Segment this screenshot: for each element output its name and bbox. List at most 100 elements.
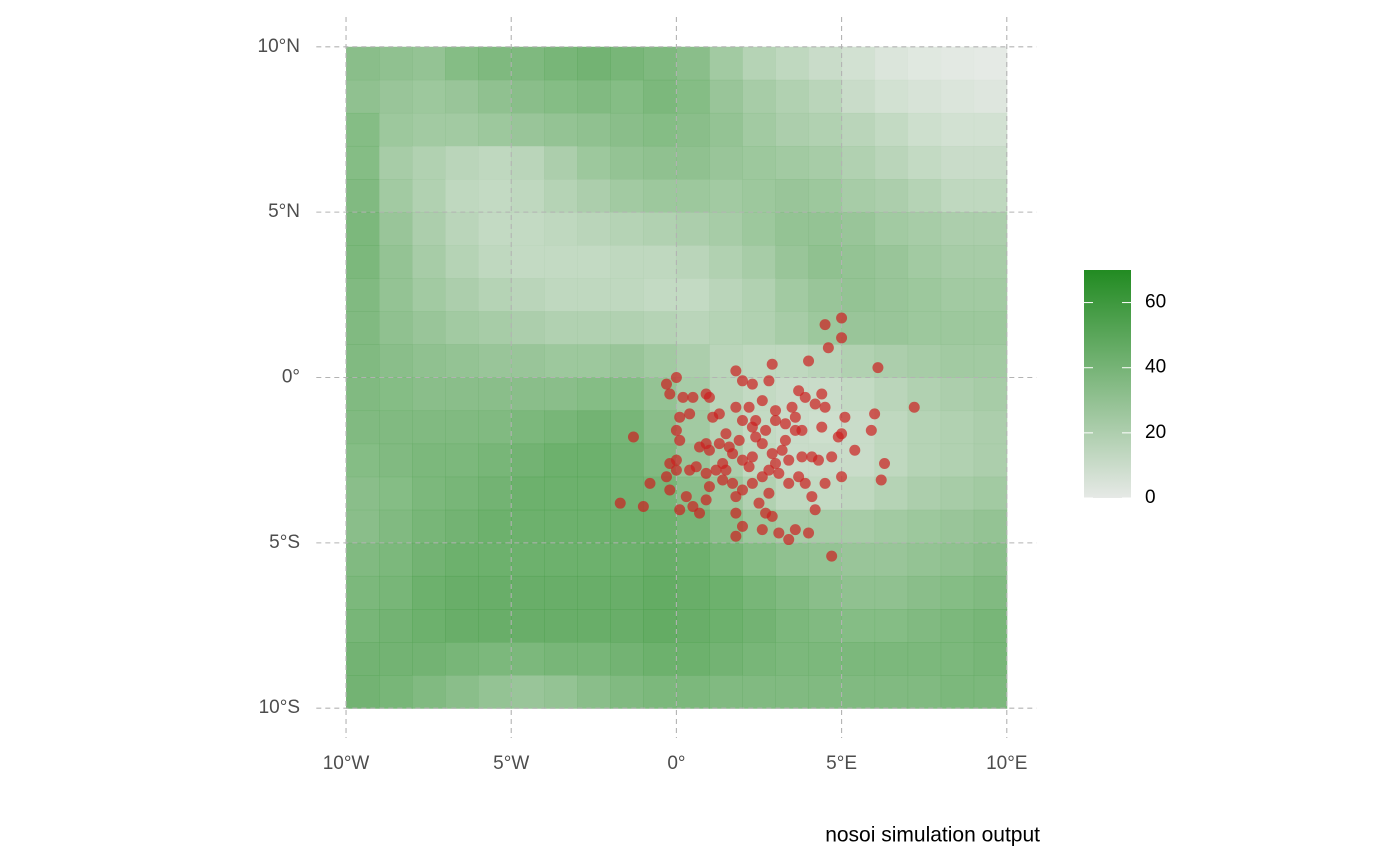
raster-cell xyxy=(676,245,710,279)
raster-cell xyxy=(841,542,876,577)
raster-cell xyxy=(478,443,512,478)
point xyxy=(670,424,682,436)
raster-cell xyxy=(973,344,1008,378)
raster-cell xyxy=(973,476,1008,511)
colorbar-fill xyxy=(1084,270,1131,498)
point xyxy=(703,481,715,493)
raster-cell xyxy=(511,179,545,213)
raster-cell xyxy=(412,46,446,81)
raster-cell xyxy=(907,79,942,114)
raster-cell xyxy=(412,542,446,577)
raster-cell xyxy=(478,46,512,81)
raster-cell xyxy=(577,476,611,511)
point xyxy=(677,391,689,403)
raster-cell xyxy=(808,609,843,643)
raster-cell xyxy=(346,509,380,544)
raster-cell xyxy=(412,642,446,676)
raster-cell xyxy=(445,410,479,445)
axes: 10°W 5°W 0° 5°E 10°E 10°S 5°S 0° 5°N 10°N xyxy=(258,36,1028,774)
raster-cell xyxy=(874,443,909,478)
raster-cell xyxy=(346,609,380,643)
raster-cell xyxy=(676,179,710,213)
raster-cell xyxy=(874,212,909,246)
raster-cell xyxy=(412,245,446,279)
raster-cell xyxy=(346,79,380,114)
point xyxy=(783,534,795,546)
point xyxy=(684,464,696,476)
point xyxy=(770,405,782,417)
raster-cell xyxy=(412,344,446,378)
point xyxy=(746,378,758,390)
raster-cell xyxy=(940,311,975,345)
raster-cell xyxy=(709,179,743,213)
raster-cell xyxy=(511,609,545,643)
raster-cell xyxy=(511,476,545,511)
raster-cell xyxy=(709,542,743,577)
raster-cell xyxy=(379,509,413,544)
raster-cell xyxy=(940,278,975,312)
point xyxy=(816,388,828,400)
point xyxy=(720,428,732,440)
raster-cell xyxy=(676,79,710,114)
raster-cell xyxy=(841,609,876,643)
raster-cell xyxy=(742,642,777,676)
raster-cell xyxy=(808,675,843,709)
points-layer xyxy=(614,312,920,562)
raster-cell xyxy=(775,212,810,246)
raster-cell xyxy=(610,112,644,147)
raster-cell xyxy=(940,46,975,81)
raster-cell xyxy=(940,443,975,478)
x-tick-label: 5°E xyxy=(826,753,857,774)
raster-cell xyxy=(940,145,975,180)
raster-cell xyxy=(643,575,677,610)
raster-cell xyxy=(643,609,677,643)
raster-cell xyxy=(973,79,1008,114)
raster-cell xyxy=(676,46,710,81)
raster-cell xyxy=(940,609,975,643)
raster-cell xyxy=(874,377,909,412)
y-tick-label: 5°N xyxy=(268,201,300,222)
raster-cell xyxy=(940,509,975,544)
raster-cell xyxy=(610,410,644,445)
raster-cell xyxy=(973,311,1008,345)
point xyxy=(703,444,715,456)
raster-cell xyxy=(742,46,777,81)
raster-cell xyxy=(775,609,810,643)
point xyxy=(779,418,791,430)
raster-cell xyxy=(346,410,380,445)
point xyxy=(879,457,891,469)
raster-cell xyxy=(841,212,876,246)
raster-cell xyxy=(544,476,578,511)
raster-cell xyxy=(841,311,876,345)
colorbar-label: 60 xyxy=(1145,292,1166,313)
raster-cell xyxy=(940,410,975,445)
raster-cell xyxy=(544,542,578,577)
raster-cell xyxy=(973,46,1008,81)
raster-cell xyxy=(709,212,743,246)
raster-cell xyxy=(346,145,380,180)
raster-cell xyxy=(808,575,843,610)
raster-cell xyxy=(874,179,909,213)
raster-cell xyxy=(676,675,710,709)
point xyxy=(736,520,748,532)
point xyxy=(875,474,887,486)
raster-cell xyxy=(808,245,843,279)
point xyxy=(733,434,745,446)
raster-cell xyxy=(709,609,743,643)
raster-cell xyxy=(610,278,644,312)
raster-cell xyxy=(379,410,413,445)
raster-cell xyxy=(808,278,843,312)
colorbar-label: 0 xyxy=(1145,487,1156,508)
raster-cell xyxy=(478,542,512,577)
raster-cell xyxy=(346,179,380,213)
raster-cell xyxy=(379,609,413,643)
point xyxy=(627,431,639,443)
colorbar: 0 20 40 60 xyxy=(1084,270,1166,508)
raster-cell xyxy=(544,344,578,378)
y-tick-label: 0° xyxy=(282,367,300,388)
raster-cell xyxy=(841,79,876,114)
raster-cell xyxy=(742,145,777,180)
raster-cell xyxy=(742,112,777,147)
point xyxy=(809,504,821,516)
raster-cell xyxy=(412,509,446,544)
